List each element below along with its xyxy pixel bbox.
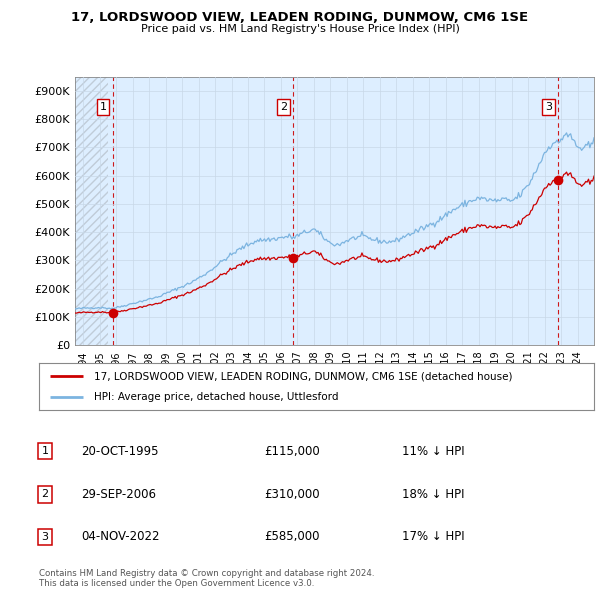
Text: £115,000: £115,000 <box>264 445 320 458</box>
Text: 17% ↓ HPI: 17% ↓ HPI <box>402 530 464 543</box>
Text: 18% ↓ HPI: 18% ↓ HPI <box>402 488 464 501</box>
Text: 3: 3 <box>545 102 552 112</box>
Text: Contains HM Land Registry data © Crown copyright and database right 2024.
This d: Contains HM Land Registry data © Crown c… <box>39 569 374 588</box>
Text: £585,000: £585,000 <box>264 530 320 543</box>
Text: 3: 3 <box>41 532 49 542</box>
Text: HPI: Average price, detached house, Uttlesford: HPI: Average price, detached house, Uttl… <box>95 392 339 402</box>
Text: 1: 1 <box>100 102 107 112</box>
Text: 17, LORDSWOOD VIEW, LEADEN RODING, DUNMOW, CM6 1SE: 17, LORDSWOOD VIEW, LEADEN RODING, DUNMO… <box>71 11 529 24</box>
Text: 20-OCT-1995: 20-OCT-1995 <box>81 445 158 458</box>
Text: 1: 1 <box>41 447 49 456</box>
Text: 11% ↓ HPI: 11% ↓ HPI <box>402 445 464 458</box>
Text: Price paid vs. HM Land Registry's House Price Index (HPI): Price paid vs. HM Land Registry's House … <box>140 24 460 34</box>
Text: 17, LORDSWOOD VIEW, LEADEN RODING, DUNMOW, CM6 1SE (detached house): 17, LORDSWOOD VIEW, LEADEN RODING, DUNMO… <box>95 371 513 381</box>
Text: £310,000: £310,000 <box>264 488 320 501</box>
Text: 2: 2 <box>280 102 287 112</box>
Text: 2: 2 <box>41 490 49 499</box>
Bar <box>75 77 108 345</box>
Text: 04-NOV-2022: 04-NOV-2022 <box>81 530 160 543</box>
Text: 29-SEP-2006: 29-SEP-2006 <box>81 488 156 501</box>
